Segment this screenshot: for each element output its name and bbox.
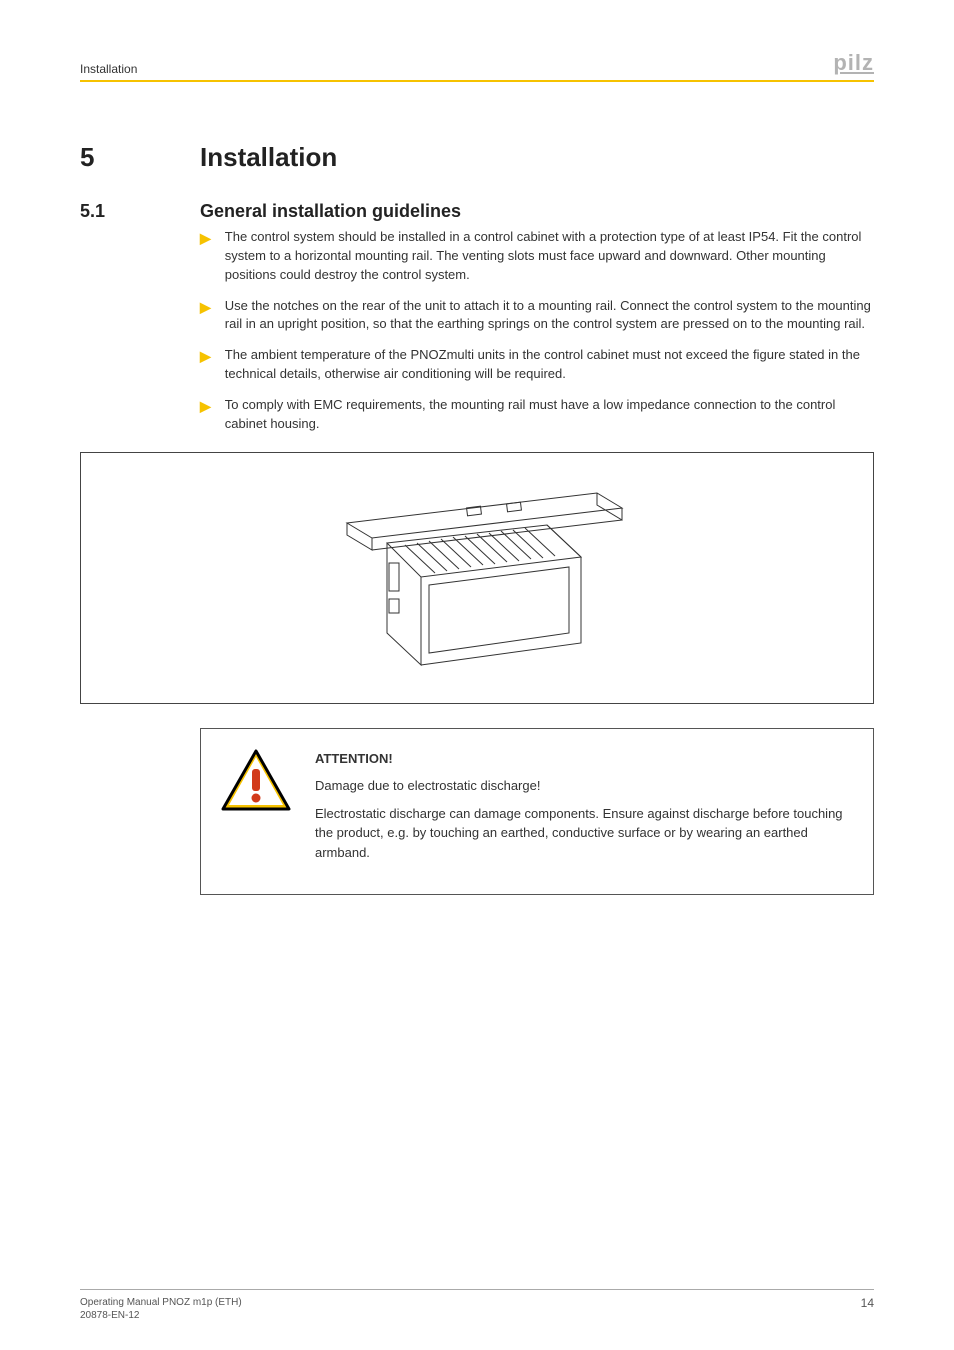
- bullet-text: The control system should be installed i…: [225, 228, 874, 285]
- attention-line: Damage due to electrostatic discharge!: [315, 776, 853, 796]
- bullet-text: To comply with EMC requirements, the mou…: [225, 396, 874, 434]
- attention-callout: ATTENTION! Damage due to electrostatic d…: [200, 728, 874, 896]
- bullet-list: ▶ The control system should be installed…: [200, 228, 874, 434]
- list-item: ▶ Use the notches on the rear of the uni…: [200, 297, 874, 335]
- bullet-icon: ▶: [200, 346, 211, 384]
- page-header: Installation pilz: [80, 50, 874, 82]
- bullet-icon: ▶: [200, 228, 211, 285]
- attention-line: Electrostatic discharge can damage compo…: [315, 804, 853, 863]
- section-number: 5: [80, 142, 200, 173]
- brand-logo: pilz: [833, 50, 874, 76]
- list-item: ▶ To comply with EMC requirements, the m…: [200, 396, 874, 434]
- warning-icon: [221, 749, 291, 871]
- footer-manual: Operating Manual PNOZ m1p (ETH): [80, 1296, 242, 1309]
- din-rail-mount-illustration: [317, 473, 637, 683]
- section-5-row: 5 Installation: [80, 142, 874, 173]
- page-footer: Operating Manual PNOZ m1p (ETH) 20878-EN…: [80, 1289, 874, 1322]
- list-item: ▶ The ambient temperature of the PNOZmul…: [200, 346, 874, 384]
- bullet-icon: ▶: [200, 396, 211, 434]
- page-number: 14: [861, 1296, 874, 1322]
- footer-doc-id: 20878-EN-12: [80, 1309, 242, 1322]
- bullet-icon: ▶: [200, 297, 211, 335]
- header-title: Installation: [80, 62, 137, 76]
- attention-title: ATTENTION!: [315, 749, 853, 769]
- subsection-title: General installation guidelines: [200, 201, 461, 222]
- bullet-text: Use the notches on the rear of the unit …: [225, 297, 874, 335]
- list-item: ▶ The control system should be installed…: [200, 228, 874, 285]
- subsection-number: 5.1: [80, 201, 200, 222]
- attention-body: ATTENTION! Damage due to electrostatic d…: [315, 749, 853, 871]
- section-title: Installation: [200, 142, 337, 173]
- subsection-5-1-row: 5.1 General installation guidelines: [80, 201, 874, 222]
- bullet-text: The ambient temperature of the PNOZmulti…: [225, 346, 874, 384]
- installation-figure: [80, 452, 874, 704]
